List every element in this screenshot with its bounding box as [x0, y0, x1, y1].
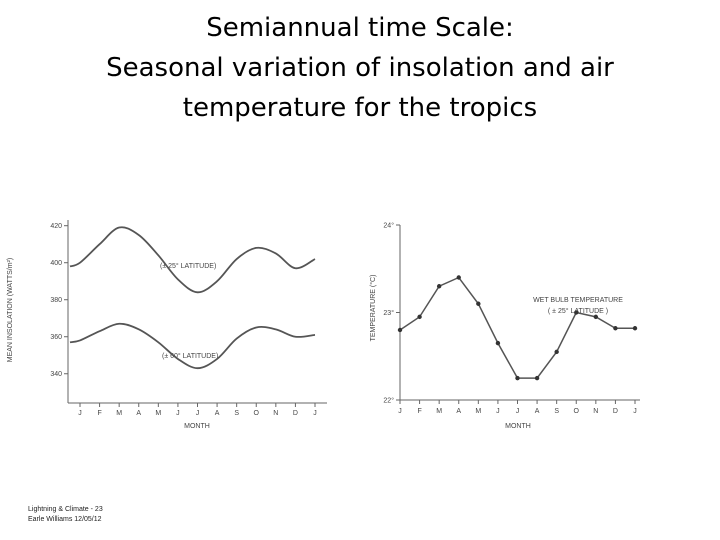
right-series-sublabel: ( ± 25° LATITUDE ) — [548, 307, 608, 315]
temperature-chart: TEMPERATURE (°C) MONTH WET BULB TEMPERAT… — [369, 222, 640, 430]
wet-bulb-point — [593, 314, 599, 320]
wet-bulb-point — [534, 375, 540, 381]
right-x-tick-label: N — [593, 408, 598, 415]
right-x-tick-label: A — [535, 408, 540, 415]
left-x-tick-label: A — [215, 410, 220, 417]
left-y-axis-label: MEAN INSOLATION (WATTS/m²) — [7, 258, 14, 362]
wet-bulb-point — [515, 375, 520, 381]
footer-line-1: Lightning & Climate - 23 — [28, 506, 103, 513]
right-x-tick-label: O — [574, 408, 580, 415]
wet-bulb-point — [495, 340, 501, 346]
right-y-axis-label: TEMPERATURE (°C) — [369, 275, 377, 342]
left-x-tick-label: J — [78, 410, 82, 417]
right-x-tick-label: D — [613, 408, 618, 415]
left-series-label-60: (± 60° LATITUDE) — [162, 352, 218, 360]
left-y-tick-label: 360 — [50, 334, 62, 341]
right-x-tick-label: F — [417, 408, 421, 415]
right-x-axis-label: MONTH — [505, 423, 531, 430]
left-x-tick-label: N — [273, 410, 278, 417]
wet-bulb-temperature-line — [399, 276, 635, 379]
left-x-tick-label: O — [254, 410, 260, 417]
wet-bulb-point — [436, 284, 442, 289]
insolation-25-line — [69, 226, 316, 294]
left-series-label-25: (± 25° LATITUDE) — [160, 262, 216, 270]
left-y-tick-label: 380 — [50, 297, 62, 304]
wet-bulb-point — [397, 327, 403, 333]
insolation-60-line — [69, 322, 316, 370]
slide-footer: Lightning & Climate - 23 Earle Williams … — [28, 505, 103, 525]
slide-title: Semiannual time Scale: Seasonal variatio… — [0, 8, 720, 128]
wet-bulb-point — [574, 310, 579, 315]
left-y-tick-label: 420 — [50, 223, 62, 230]
left-x-tick-label: J — [313, 410, 317, 417]
right-x-tick-label: J — [633, 408, 637, 415]
right-series-label: WET BULB TEMPERATURE — [533, 297, 623, 304]
wet-bulb-point — [456, 275, 461, 280]
wet-bulb-point — [417, 314, 422, 320]
title-line-2: Seasonal variation of insolation and air — [106, 53, 614, 83]
left-y-tick-label: 340 — [50, 371, 62, 378]
right-x-tick-label: J — [516, 408, 520, 415]
right-x-tick-label: M — [475, 408, 481, 415]
right-x-tick-label: S — [554, 408, 559, 415]
left-x-tick-label: J — [196, 410, 200, 417]
footer-line-2: Earle Williams 12/05/12 — [28, 516, 102, 523]
wet-bulb-point — [613, 326, 618, 331]
wet-bulb-point — [554, 349, 559, 355]
left-x-axis-label: MONTH — [184, 423, 210, 430]
right-y-tick-label: 23° — [383, 309, 394, 317]
left-x-tick-label: A — [136, 410, 141, 417]
left-x-tick-label: F — [97, 410, 101, 417]
right-x-tick-label: J — [398, 408, 402, 415]
left-x-tick-label: J — [176, 410, 180, 417]
left-x-tick-label: M — [116, 410, 122, 417]
insolation-chart: MEAN INSOLATION (WATTS/m²) MONTH (± 25° … — [7, 220, 327, 430]
right-x-tick-label: M — [436, 408, 442, 415]
wet-bulb-point — [476, 301, 481, 306]
title-line-1: Semiannual time Scale: — [206, 13, 514, 43]
left-x-tick-label: M — [155, 410, 161, 417]
right-y-tick-label: 22° — [383, 397, 394, 405]
left-x-tick-label: D — [293, 410, 298, 417]
right-y-tick-label: 24° — [383, 222, 394, 230]
left-x-tick-label: S — [234, 410, 239, 417]
right-x-tick-label: J — [496, 408, 500, 415]
title-line-3: temperature for the tropics — [182, 93, 538, 123]
right-x-tick-label: A — [456, 408, 461, 415]
wet-bulb-point — [632, 326, 638, 331]
left-y-tick-label: 400 — [50, 260, 62, 267]
